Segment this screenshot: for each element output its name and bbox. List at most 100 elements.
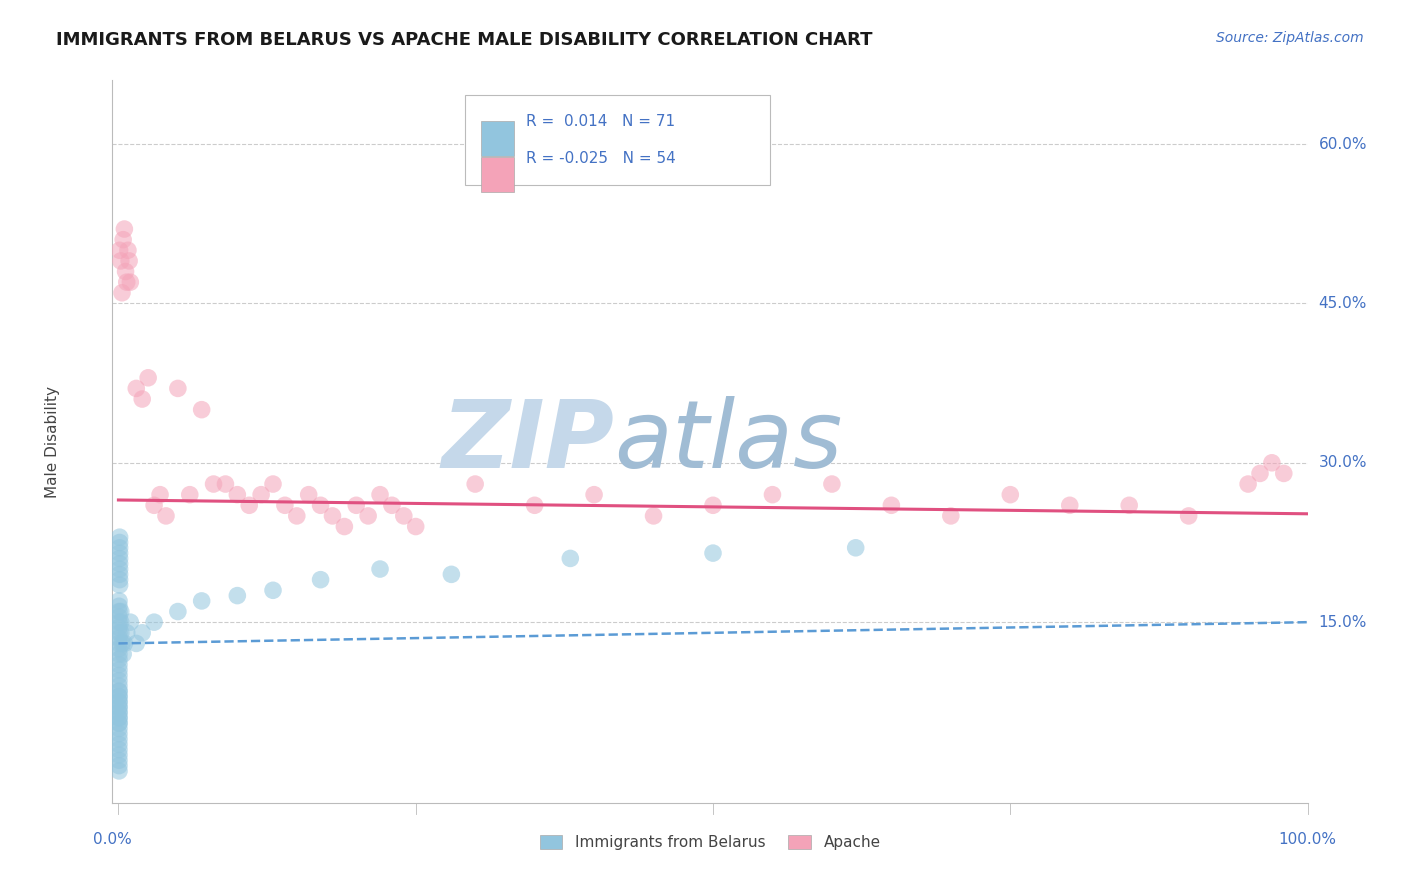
Point (108, 722, 131, 736)
Point (821, 477, 844, 491)
Point (108, 605, 131, 619)
Bar (481, 158, 515, 192)
Point (1118, 498, 1140, 512)
Text: ZIP: ZIP (441, 395, 614, 488)
Point (108, 530, 131, 544)
Point (112, 222, 135, 236)
Bar (481, 121, 515, 155)
Point (112, 636, 135, 650)
Text: 15.0%: 15.0% (1319, 615, 1367, 630)
Point (120, 275, 142, 289)
Point (643, 508, 665, 523)
Point (262, 477, 284, 491)
Point (1000, 488, 1022, 502)
Point (761, 488, 783, 502)
Point (136, 371, 159, 385)
Point (118, 254, 141, 268)
Point (108, 557, 131, 571)
Point (108, 706, 131, 720)
Point (298, 488, 321, 502)
Point (114, 264, 136, 278)
Point (108, 610, 131, 624)
Point (108, 599, 131, 614)
Point (110, 625, 132, 640)
Point (285, 508, 308, 523)
Text: 45.0%: 45.0% (1319, 296, 1367, 311)
Point (108, 663, 131, 677)
Point (111, 285, 134, 300)
Legend: Immigrants from Belarus, Apache: Immigrants from Belarus, Apache (533, 830, 887, 856)
Point (143, 615, 166, 630)
Point (108, 764, 131, 778)
Point (108, 573, 131, 587)
Point (108, 641, 131, 656)
Point (368, 562, 391, 576)
Point (108, 541, 131, 555)
Point (108, 652, 131, 666)
FancyBboxPatch shape (465, 95, 770, 185)
Point (111, 636, 134, 650)
Text: IMMIGRANTS FROM BELARUS VS APACHE MALE DISABILITY CORRELATION CHART: IMMIGRANTS FROM BELARUS VS APACHE MALE D… (56, 31, 873, 49)
Point (108, 684, 131, 698)
Point (523, 498, 546, 512)
Point (179, 488, 201, 502)
Text: 60.0%: 60.0% (1319, 136, 1367, 152)
Point (226, 589, 249, 603)
Point (381, 498, 404, 512)
Point (357, 508, 380, 523)
Point (120, 615, 142, 630)
Point (115, 625, 138, 640)
Point (190, 402, 212, 417)
Point (108, 647, 131, 661)
Point (155, 508, 177, 523)
Point (1261, 456, 1284, 470)
Point (560, 551, 582, 566)
Point (110, 615, 132, 630)
Point (108, 578, 131, 592)
Point (309, 498, 332, 512)
Point (405, 519, 427, 533)
Point (702, 498, 724, 512)
Point (702, 546, 724, 560)
Point (108, 753, 131, 767)
Point (131, 392, 153, 406)
Point (583, 488, 606, 502)
Point (108, 700, 131, 714)
Point (131, 625, 153, 640)
Point (202, 477, 225, 491)
Point (108, 625, 131, 640)
Point (108, 732, 131, 747)
Text: R =  0.014   N = 71: R = 0.014 N = 71 (526, 114, 675, 129)
Point (110, 254, 132, 268)
Point (108, 594, 131, 608)
Point (321, 508, 343, 523)
Point (1237, 477, 1260, 491)
Point (333, 519, 356, 533)
Point (108, 657, 131, 672)
Point (125, 381, 148, 395)
Point (1059, 498, 1081, 512)
Point (125, 636, 148, 650)
Point (108, 706, 131, 720)
Point (108, 716, 131, 731)
Point (108, 673, 131, 688)
Point (108, 700, 131, 714)
Text: Source: ZipAtlas.com: Source: ZipAtlas.com (1216, 31, 1364, 45)
Point (392, 508, 415, 523)
Point (108, 758, 131, 772)
Point (108, 711, 131, 725)
Text: 0.0%: 0.0% (93, 831, 132, 847)
Point (190, 594, 212, 608)
Point (309, 573, 332, 587)
Text: 100.0%: 100.0% (1278, 831, 1337, 847)
Point (167, 381, 190, 395)
Point (110, 605, 132, 619)
Point (226, 488, 249, 502)
Point (149, 488, 172, 502)
Point (368, 488, 391, 502)
Point (250, 488, 273, 502)
Point (108, 711, 131, 725)
Point (108, 737, 131, 751)
Point (108, 727, 131, 741)
Point (108, 631, 131, 645)
